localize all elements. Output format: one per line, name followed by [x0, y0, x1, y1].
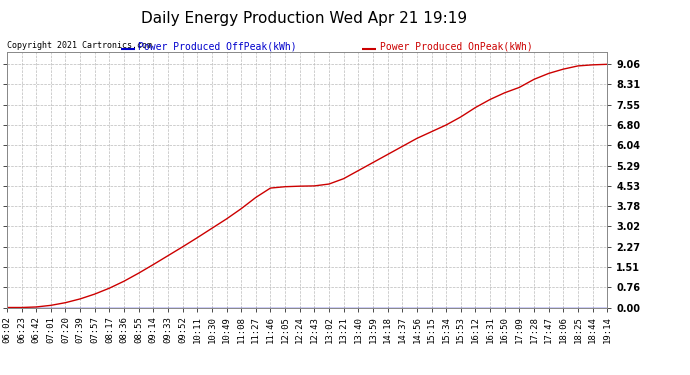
- Text: Power Produced OffPeak(kWh): Power Produced OffPeak(kWh): [138, 41, 297, 51]
- Text: Power Produced OnPeak(kWh): Power Produced OnPeak(kWh): [380, 41, 532, 51]
- Text: Daily Energy Production Wed Apr 21 19:19: Daily Energy Production Wed Apr 21 19:19: [141, 11, 466, 26]
- Text: Copyright 2021 Cartronics.com: Copyright 2021 Cartronics.com: [7, 41, 152, 50]
